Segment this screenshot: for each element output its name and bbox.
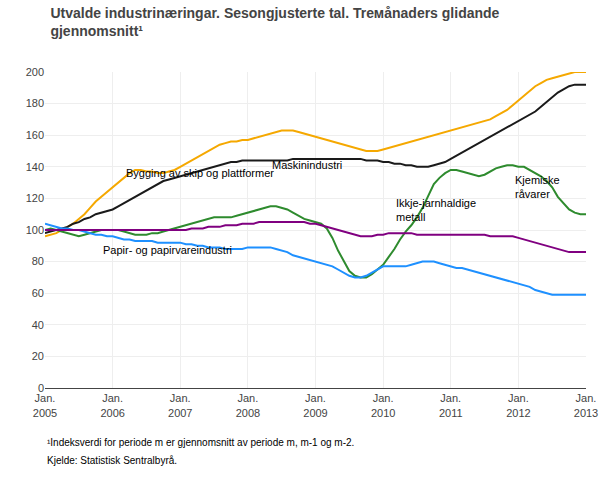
- svg-text:Jan.2005: Jan.2005: [33, 392, 57, 418]
- svg-text:Jan.2010: Jan.2010: [371, 392, 395, 418]
- svg-text:Ikkje-jarnhaldigemetall: Ikkje-jarnhaldigemetall: [396, 197, 476, 223]
- svg-text:120: 120: [26, 192, 44, 204]
- svg-text:Jan.2009: Jan.2009: [303, 392, 327, 418]
- svg-text:Papir- og papirvareindustri: Papir- og papirvareindustri: [103, 244, 232, 256]
- svg-text:200: 200: [26, 66, 44, 78]
- svg-text:Jan.2007: Jan.2007: [168, 392, 192, 418]
- svg-text:Jan.2013: Jan.2013: [574, 392, 598, 418]
- svg-text:140: 140: [26, 161, 44, 173]
- svg-text:Kjelde: Statistisk Sentralbyrå: Kjelde: Statistisk Sentralbyrå.: [47, 455, 177, 466]
- svg-text:¹Indeksverdi for periode m er: ¹Indeksverdi for periode m er gjennomsni…: [47, 437, 354, 448]
- svg-text:0: 0: [38, 382, 44, 394]
- svg-text:160: 160: [26, 129, 44, 141]
- svg-text:Bygging av skip og plattformer: Bygging av skip og plattformer: [126, 167, 274, 179]
- svg-text:Maskinindustri: Maskinindustri: [272, 159, 342, 171]
- svg-text:Jan.2011: Jan.2011: [439, 392, 463, 418]
- svg-text:Jan.2012: Jan.2012: [506, 392, 530, 418]
- svg-text:Utvalde industrinæringar. Seso: Utvalde industrinæringar. Sesongjusterte…: [50, 5, 499, 39]
- svg-text:100: 100: [26, 224, 44, 236]
- svg-text:20: 20: [32, 350, 44, 362]
- svg-text:40: 40: [32, 319, 44, 331]
- svg-text:Jan.2008: Jan.2008: [236, 392, 260, 418]
- svg-text:Jan.2006: Jan.2006: [100, 392, 124, 418]
- svg-text:60: 60: [32, 287, 44, 299]
- svg-text:80: 80: [32, 255, 44, 267]
- svg-text:Kjemiskeråvarer: Kjemiskeråvarer: [515, 174, 560, 200]
- svg-text:180: 180: [26, 97, 44, 109]
